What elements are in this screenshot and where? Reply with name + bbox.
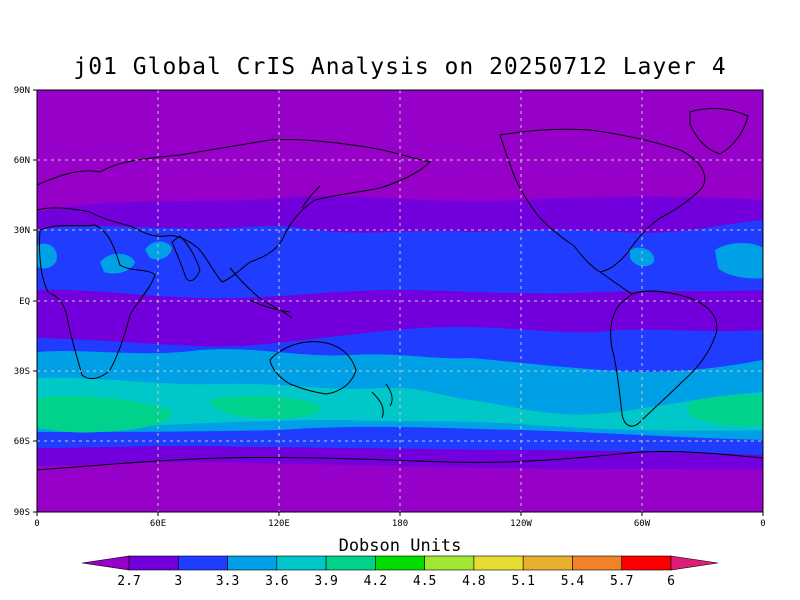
lat-ticks [33,89,37,513]
colorbar [81,555,719,571]
blob-3 [145,241,172,260]
lon-label: 120E [268,519,290,529]
coast-central-america [599,271,633,295]
coast-europe-asia [37,138,432,283]
colorbar-ticks: 2.7 3 3.3 3.6 3.9 4.2 4.5 4.8 5.1 5.4 5.7 6 [117,574,675,589]
lat-label: 30S [14,367,30,377]
colorbar-segment [522,555,573,571]
colorbar-segment [227,555,278,571]
lon-label: 60E [150,519,166,529]
map-title: j01 Global CrIS Analysis on 20250712 Lay… [73,54,727,80]
colorbar-tick-label: 4.5 [413,574,436,589]
colorbar-tick-label: 3.9 [314,574,337,589]
coast-antarctica [37,451,763,471]
colorbar-segment [177,555,228,571]
lon-label: 180 [392,519,408,529]
band-3-9-to-4-2-c [687,394,763,427]
coast-se-asia [229,267,293,319]
band-3-9-to-4-2-a [37,395,172,433]
lon-label: 0 [760,519,765,529]
coast-north-america [499,128,706,273]
band-3-6-to-3-9 [37,377,763,431]
lon-label: 120W [510,519,532,529]
lat-label: 60N [14,156,30,166]
colorbar-segment [572,555,623,571]
colorbar-tick-label: 4.2 [364,574,387,589]
coast-new-zealand [371,383,393,419]
colorbar-tick-label: 5.7 [610,574,633,589]
colorbar-segment [81,555,130,571]
colorbar-tick-label: 5.4 [561,574,585,589]
coastlines [37,108,763,471]
colorbar-segment [473,555,524,571]
colorbar-title: Dobson Units [338,536,462,556]
colorbar-segment [128,555,179,571]
colorbar-tick-label: 3.3 [216,574,239,589]
band-tropical-low [37,289,763,347]
blob-1 [37,243,57,269]
coast-greenland [689,108,749,155]
colorbar-segment [325,555,376,571]
lat-label: 90S [14,508,30,518]
lon-label: 60W [634,519,651,529]
blob-4 [715,243,763,279]
colorbar-tick-label: 3.6 [265,574,288,589]
coast-japan [301,185,321,209]
blob-5 [630,247,655,267]
coast-india [171,235,201,282]
coast-africa [39,224,156,380]
colorbar-tick-label: 3 [174,574,182,589]
colorbar-segment [375,555,425,571]
lat-label: 30N [14,226,30,236]
blob-2 [100,253,135,274]
colorbar-tick-label: 6 [667,574,675,589]
lat-label: EQ [19,297,30,307]
lon-ticks [36,512,764,516]
colorbar-segment [424,555,475,571]
colorbar-tick-label: 4.8 [462,574,485,589]
colorbar-segment [621,555,672,571]
coast-australia [269,341,357,395]
lat-label: 60S [14,437,30,447]
colorbar-tick-label: 2.7 [117,574,140,589]
colorbar-segment [276,555,327,571]
band-3-9-to-4-2-b [210,395,321,419]
lon-label: 0 [34,519,39,529]
lat-label: 90N [14,86,30,96]
colorbar-tick-label: 5.1 [511,574,534,589]
colorbar-segment [670,555,719,571]
graticule [37,90,763,512]
